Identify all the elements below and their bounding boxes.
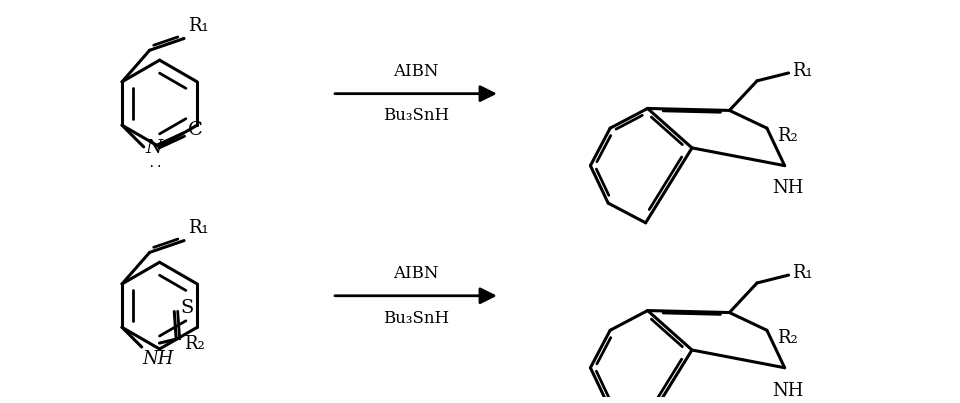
- Text: Bu₃SnH: Bu₃SnH: [383, 108, 449, 125]
- Text: AIBN: AIBN: [394, 265, 439, 282]
- Text: NH: NH: [772, 382, 804, 399]
- Text: R₁: R₁: [793, 264, 813, 282]
- Text: R₂: R₂: [777, 329, 798, 347]
- Text: R₁: R₁: [793, 62, 813, 80]
- Text: R₂: R₂: [184, 335, 204, 353]
- Text: C: C: [188, 121, 203, 139]
- Text: R₂: R₂: [777, 127, 798, 145]
- Text: R₁: R₁: [188, 218, 208, 237]
- Text: R₁: R₁: [188, 17, 208, 35]
- Text: ..: ..: [148, 157, 162, 170]
- Text: NH: NH: [143, 350, 174, 368]
- Text: AIBN: AIBN: [394, 63, 439, 80]
- Text: N: N: [146, 139, 163, 157]
- Text: S: S: [180, 299, 193, 317]
- Text: NH: NH: [772, 179, 804, 197]
- Text: Bu₃SnH: Bu₃SnH: [383, 310, 449, 326]
